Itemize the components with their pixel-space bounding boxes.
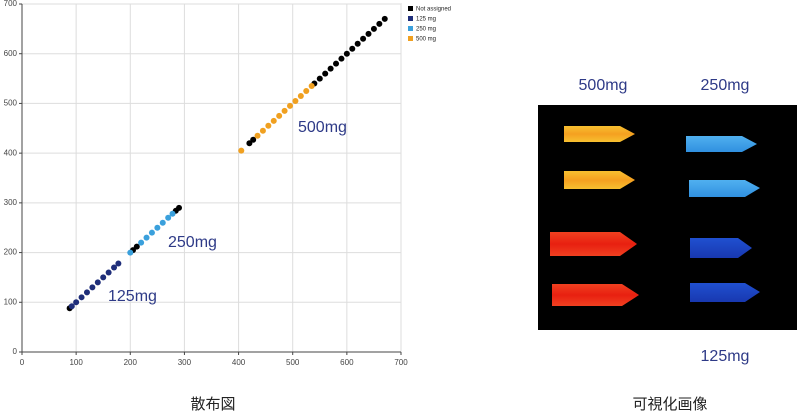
point — [333, 60, 340, 67]
y-tick-label: 100 — [4, 297, 18, 306]
tablet — [564, 171, 635, 189]
point — [127, 249, 134, 256]
point — [138, 239, 145, 246]
point — [115, 260, 122, 267]
point — [89, 284, 96, 291]
scatter-chart: 0 100 200 300 400 500 600 700 0 100 200 300 400 500 60… — [4, 0, 451, 367]
annotation: 500mg — [298, 119, 347, 136]
point — [376, 20, 383, 27]
x-tick-label: 100 — [69, 358, 83, 367]
plot-area — [21, 3, 402, 353]
legend-label: Not assigned — [416, 7, 451, 13]
point — [165, 214, 172, 221]
annotation: 250mg — [168, 234, 217, 251]
legend-swatch — [408, 16, 413, 21]
point — [100, 274, 107, 281]
point — [73, 299, 80, 306]
image-label: 250mg — [701, 77, 750, 94]
y-tick-label: 700 — [4, 0, 18, 8]
point — [270, 117, 277, 124]
point — [133, 243, 140, 250]
point — [349, 45, 356, 52]
point — [169, 210, 176, 217]
legend-label: 125 mg — [416, 17, 436, 23]
tablet — [690, 238, 752, 258]
y-tick-label: 400 — [4, 148, 18, 157]
point — [381, 15, 388, 22]
point — [316, 75, 323, 82]
point — [105, 269, 112, 276]
point — [354, 40, 361, 47]
x-tick-label: 200 — [124, 358, 138, 367]
image-caption: 可視化画像 — [632, 396, 707, 413]
point — [83, 289, 90, 296]
point — [360, 35, 367, 42]
point — [148, 229, 155, 236]
point — [322, 70, 329, 77]
point — [259, 127, 266, 134]
point — [292, 97, 299, 104]
y-tick-label: 0 — [13, 347, 18, 356]
point — [254, 132, 261, 139]
point — [281, 107, 288, 114]
legend-label: 250 mg — [416, 27, 436, 33]
image-panel: 500mg 250mg 125mg 可視化画像 — [538, 77, 797, 413]
y-tick-label: 600 — [4, 49, 18, 58]
tablet — [564, 126, 635, 142]
tablet — [550, 232, 637, 256]
x-tick-label: 0 — [20, 358, 25, 367]
x-tick-label: 300 — [178, 358, 192, 367]
tablet — [686, 136, 757, 152]
point — [365, 30, 372, 37]
point — [94, 279, 101, 286]
point — [287, 102, 294, 109]
point — [370, 25, 377, 32]
y-tick-label: 300 — [4, 198, 18, 207]
point — [78, 294, 85, 301]
image-label: 500mg — [579, 77, 628, 94]
point — [303, 88, 310, 94]
point — [154, 224, 161, 231]
x-tick-label: 700 — [394, 358, 408, 367]
tablet — [690, 283, 760, 302]
point — [111, 264, 118, 271]
tablet — [552, 284, 639, 306]
legend-label: 500 mg — [416, 37, 436, 43]
x-tick-label: 500 — [286, 358, 300, 367]
legend-swatch — [408, 6, 413, 11]
point — [327, 65, 334, 72]
legend-swatch — [408, 36, 413, 41]
x-tick-label: 400 — [232, 358, 246, 367]
point — [143, 234, 150, 241]
point — [250, 136, 257, 143]
point — [343, 50, 350, 57]
chart-caption: 散布図 — [190, 396, 235, 413]
point — [265, 122, 272, 129]
point — [238, 147, 245, 154]
point — [176, 204, 183, 211]
point — [246, 140, 253, 147]
point — [338, 55, 345, 62]
y-tick-label: 500 — [4, 99, 18, 108]
tablet — [689, 180, 760, 197]
point — [308, 83, 315, 90]
annotation: 125mg — [108, 288, 157, 305]
legend-swatch — [408, 26, 413, 31]
point — [276, 112, 283, 119]
image-label: 125mg — [701, 348, 750, 365]
point — [297, 92, 304, 99]
x-tick-label: 600 — [340, 358, 354, 367]
point — [68, 303, 75, 310]
y-tick-label: 200 — [4, 248, 18, 257]
point — [159, 219, 166, 226]
